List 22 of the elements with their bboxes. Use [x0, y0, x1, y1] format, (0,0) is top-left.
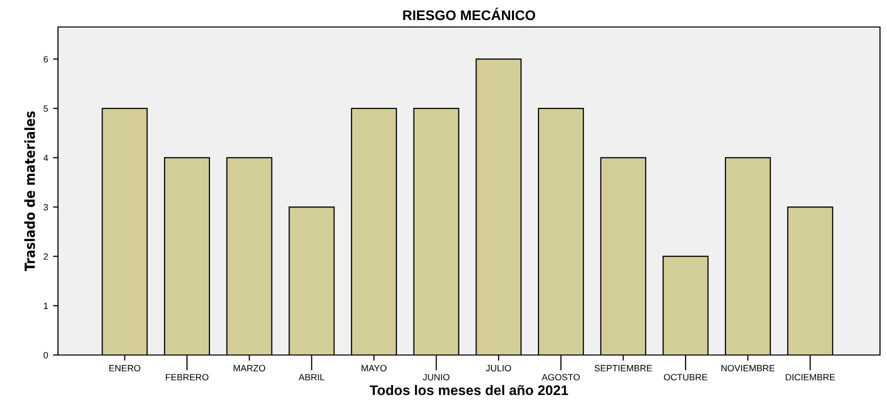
x-tick-label: MAYO: [362, 364, 386, 372]
x-tick-label: SEPTIEMBRE: [594, 364, 652, 372]
x-tick-label: JULIO: [486, 364, 511, 372]
y-tick-label: 2: [44, 253, 48, 260]
x-tick-label: ABRIL: [298, 374, 324, 380]
x-tick-label: DICIEMBRE: [786, 374, 835, 380]
y-axis-title: Traslado de materiales: [24, 111, 36, 272]
y-tick-label: 3: [44, 204, 48, 210]
chart-title: RIESGO MECÁNICO: [403, 8, 536, 20]
y-tick-label: 6: [44, 56, 48, 62]
y-tick-label: 1: [44, 302, 48, 309]
y-tick-label: 4: [43, 154, 48, 161]
y-tick-label: 5: [44, 105, 48, 112]
x-tick-label: MARZO: [234, 364, 266, 372]
x-tick-label: FEBRERO: [166, 374, 208, 380]
x-tick-label: ENERO: [109, 364, 140, 372]
y-tick-label: 0: [44, 352, 48, 358]
x-axis-title: Todos los meses del año 2021: [370, 384, 568, 396]
x-tick-label: NOVIEMBRE: [722, 364, 775, 372]
x-tick-label: JUNIO: [422, 374, 450, 380]
x-tick-label: AGOSTO: [542, 374, 580, 380]
x-tick-label: OCTUBRE: [664, 374, 708, 380]
